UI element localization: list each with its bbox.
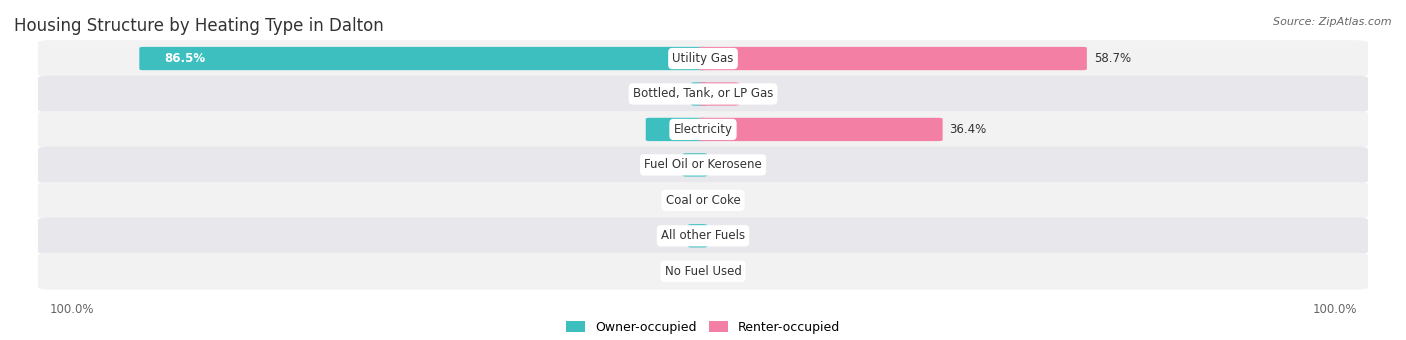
- Text: 0.0%: 0.0%: [714, 229, 744, 242]
- Text: Utility Gas: Utility Gas: [672, 52, 734, 65]
- Text: 8.2%: 8.2%: [671, 123, 704, 136]
- Text: 4.9%: 4.9%: [747, 87, 776, 101]
- FancyBboxPatch shape: [699, 82, 740, 106]
- Text: 58.7%: 58.7%: [1094, 52, 1130, 65]
- Text: 0.0%: 0.0%: [662, 194, 692, 207]
- FancyBboxPatch shape: [683, 153, 707, 176]
- FancyBboxPatch shape: [38, 253, 1368, 290]
- Legend: Owner-occupied, Renter-occupied: Owner-occupied, Renter-occupied: [567, 321, 839, 334]
- FancyBboxPatch shape: [38, 218, 1368, 254]
- Text: 0.0%: 0.0%: [714, 158, 744, 171]
- Text: No Fuel Used: No Fuel Used: [665, 265, 741, 278]
- Text: 0.0%: 0.0%: [662, 265, 692, 278]
- FancyBboxPatch shape: [38, 76, 1368, 112]
- Text: 86.5%: 86.5%: [165, 52, 205, 65]
- FancyBboxPatch shape: [38, 111, 1368, 148]
- FancyBboxPatch shape: [38, 182, 1368, 219]
- FancyBboxPatch shape: [139, 47, 707, 70]
- Text: Coal or Coke: Coal or Coke: [665, 194, 741, 207]
- Text: Fuel Oil or Kerosene: Fuel Oil or Kerosene: [644, 158, 762, 171]
- FancyBboxPatch shape: [690, 82, 707, 106]
- FancyBboxPatch shape: [645, 118, 707, 141]
- Text: Bottled, Tank, or LP Gas: Bottled, Tank, or LP Gas: [633, 87, 773, 101]
- Text: 0.0%: 0.0%: [714, 265, 744, 278]
- Text: 100.0%: 100.0%: [1312, 303, 1357, 316]
- Text: 1.7%: 1.7%: [713, 229, 745, 242]
- Text: 1.2%: 1.2%: [716, 87, 749, 101]
- FancyBboxPatch shape: [38, 40, 1368, 77]
- FancyBboxPatch shape: [688, 224, 707, 248]
- Text: Source: ZipAtlas.com: Source: ZipAtlas.com: [1274, 17, 1392, 27]
- Text: 36.4%: 36.4%: [949, 123, 987, 136]
- Text: 0.0%: 0.0%: [714, 194, 744, 207]
- Text: 100.0%: 100.0%: [49, 303, 94, 316]
- Text: 2.5%: 2.5%: [707, 158, 741, 171]
- FancyBboxPatch shape: [699, 47, 1087, 70]
- Text: Housing Structure by Heating Type in Dalton: Housing Structure by Heating Type in Dal…: [14, 17, 384, 35]
- FancyBboxPatch shape: [699, 118, 942, 141]
- FancyBboxPatch shape: [38, 147, 1368, 183]
- Text: Electricity: Electricity: [673, 123, 733, 136]
- Text: All other Fuels: All other Fuels: [661, 229, 745, 242]
